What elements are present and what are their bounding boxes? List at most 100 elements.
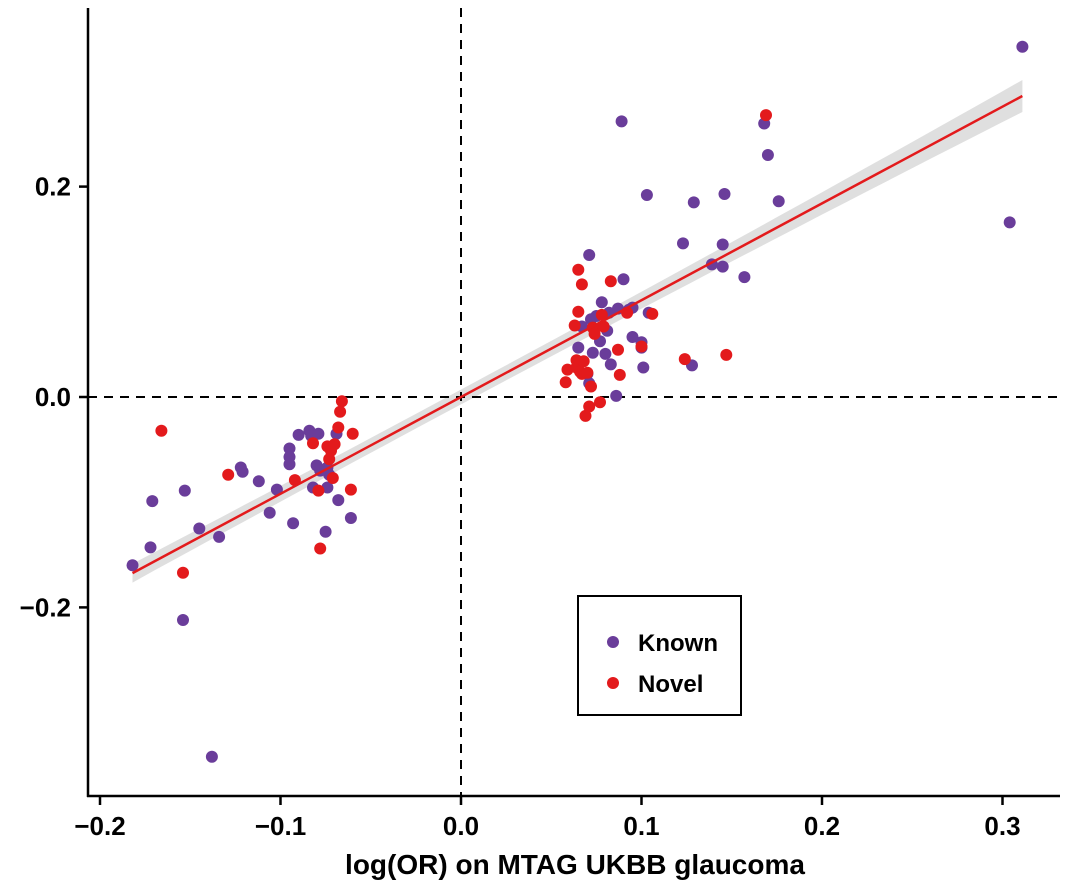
point-novel: [572, 263, 585, 276]
point-known: [178, 484, 191, 497]
point-known: [193, 522, 206, 535]
legend-label-known: Known: [638, 630, 718, 657]
point-known: [205, 750, 218, 763]
y-tick-label: 0.2: [35, 172, 71, 202]
point-novel: [568, 319, 581, 332]
point-known: [583, 249, 596, 261]
point-known: [718, 188, 731, 200]
x-tick-label: −0.1: [255, 811, 306, 841]
point-known: [637, 361, 650, 374]
point-known: [640, 189, 653, 201]
point-known: [615, 115, 628, 128]
x-tick-label: 0.3: [984, 811, 1020, 841]
point-novel: [612, 343, 624, 356]
point-known: [604, 358, 617, 371]
point-known: [213, 530, 226, 543]
point-known: [761, 149, 774, 161]
point-novel: [604, 275, 617, 288]
point-known: [344, 512, 357, 524]
point-known: [236, 465, 249, 478]
y-tick-label: −0.2: [20, 592, 71, 622]
legend-label-novel: Novel: [638, 671, 703, 698]
point-known: [283, 442, 296, 455]
point-novel: [328, 438, 341, 451]
legend-box: [577, 595, 742, 716]
point-novel: [335, 395, 348, 408]
point-novel: [577, 355, 590, 368]
point-novel: [334, 405, 347, 418]
point-novel: [332, 421, 345, 434]
legend-marker-known: [607, 636, 619, 648]
point-novel: [720, 348, 733, 361]
point-novel: [613, 368, 626, 381]
point-novel: [583, 400, 596, 413]
x-tick-label: 0.2: [804, 811, 840, 841]
point-known: [586, 346, 599, 359]
point-known: [312, 427, 325, 440]
point-known: [319, 525, 332, 538]
point-novel: [646, 307, 659, 320]
axes-layer: −0.2 −0.1 0.0 0.1 0.2 0.3 −0.2 0.0 0.2: [20, 8, 1060, 841]
y-tick-label: 0.0: [35, 382, 71, 412]
legend: Known Novel: [577, 595, 742, 716]
point-novel: [594, 396, 606, 409]
x-tick-label: 0.0: [443, 811, 479, 841]
point-novel: [581, 366, 594, 379]
fit-line-layer: [131, 94, 1023, 575]
point-known: [177, 614, 189, 626]
point-known: [263, 506, 276, 519]
x-tick-label: 0.1: [623, 811, 659, 841]
point-known: [716, 260, 729, 273]
point-known: [270, 483, 283, 496]
point-known: [617, 273, 630, 286]
point-known: [283, 458, 296, 471]
point-novel: [635, 340, 648, 353]
point-known: [292, 428, 305, 441]
point-novel: [561, 363, 574, 376]
point-novel: [585, 380, 597, 393]
point-novel: [344, 483, 357, 496]
point-novel: [760, 109, 772, 122]
point-novel: [177, 566, 189, 579]
point-known: [1016, 40, 1029, 53]
point-known: [321, 481, 334, 494]
point-known: [1003, 216, 1016, 229]
point-novel: [559, 376, 572, 389]
point-novel: [572, 305, 585, 318]
point-novel: [222, 468, 235, 481]
confidence-band: [132, 80, 1023, 583]
point-known: [716, 238, 729, 251]
x-axis-title: log(OR) on MTAG UKBB glaucoma: [345, 849, 805, 880]
point-novel: [678, 353, 691, 366]
reference-lines-layer: [88, 8, 1060, 796]
point-known: [687, 196, 700, 209]
confidence-band-layer: [132, 80, 1023, 583]
point-known: [595, 296, 608, 309]
point-known: [144, 541, 157, 554]
point-novel: [314, 542, 327, 555]
point-novel: [307, 437, 319, 450]
point-known: [287, 517, 300, 530]
point-known: [332, 494, 345, 507]
points-layer: [126, 40, 1029, 763]
legend-marker-novel: [607, 677, 619, 689]
point-novel: [346, 427, 359, 440]
point-known: [126, 559, 139, 572]
point-novel: [326, 472, 339, 484]
point-known: [610, 389, 623, 402]
point-known: [572, 341, 585, 354]
point-known: [677, 237, 689, 250]
point-novel: [575, 278, 588, 291]
point-known: [626, 331, 639, 343]
point-novel: [595, 308, 608, 321]
x-tick-label: −0.2: [74, 811, 125, 841]
point-novel: [155, 424, 168, 437]
point-known: [738, 271, 751, 284]
point-known: [146, 495, 159, 508]
point-known: [772, 195, 785, 208]
point-novel: [312, 484, 325, 497]
point-known: [599, 347, 612, 360]
point-known: [252, 475, 265, 488]
point-novel: [579, 409, 592, 422]
